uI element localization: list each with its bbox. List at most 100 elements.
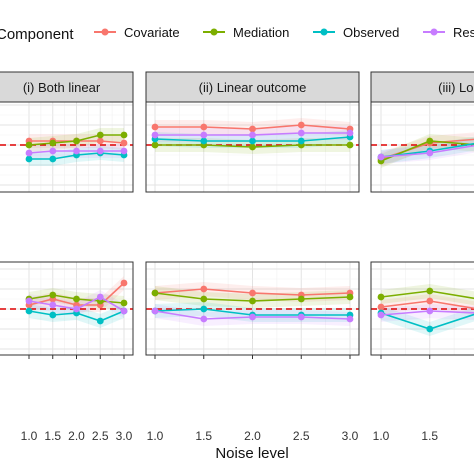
x-tick-labels: 1.0 1.5 2.0 2.5 3.0 1.0 1.5 2.0 2.5 3.0 1.0 1.5 <box>21 355 438 443</box>
x-tick-label: 1.0 <box>21 429 38 443</box>
data-point <box>200 305 208 313</box>
x-tick-label: 3.0 <box>116 429 133 443</box>
panel-border <box>0 101 134 193</box>
data-point <box>249 143 256 151</box>
data-point <box>73 137 80 145</box>
data-point <box>249 131 256 139</box>
x-tick-label: 2.5 <box>293 429 310 443</box>
legend-title: Component <box>0 26 74 43</box>
panel-grid <box>0 102 133 192</box>
data-point <box>377 303 385 311</box>
facet-panel <box>145 101 360 193</box>
data-point <box>49 147 57 155</box>
legend-label: Residual <box>453 25 474 40</box>
data-point <box>25 297 33 305</box>
data-point <box>200 131 208 139</box>
legend-key-point <box>430 28 438 36</box>
data-point <box>151 123 159 131</box>
data-point <box>151 289 159 297</box>
facet-strip-label: (i) Both linear <box>23 80 101 95</box>
series-residual <box>25 147 128 157</box>
data-point <box>426 307 434 315</box>
ribbon-observed <box>381 306 474 336</box>
data-point <box>346 129 354 137</box>
data-point <box>151 307 159 315</box>
facet-strip: (iii) Log-linear <box>370 71 474 103</box>
data-point <box>49 311 57 319</box>
data-point <box>377 153 385 161</box>
data-point <box>73 295 80 303</box>
data-point <box>49 155 57 163</box>
panel-border <box>0 261 134 356</box>
legend-label: Mediation <box>233 25 289 40</box>
facet-panel <box>370 261 474 356</box>
data-point <box>25 155 33 163</box>
series-mediation <box>25 131 128 149</box>
data-point <box>346 293 354 301</box>
facet-strip-background <box>370 71 474 103</box>
data-point <box>426 297 434 305</box>
facet-strip-label: (iii) Log-linear <box>438 80 474 95</box>
x-tick-label: 1.5 <box>44 429 61 443</box>
legend-entry-observed: Observed <box>313 25 399 40</box>
series-mediation <box>151 289 354 305</box>
series-covariate <box>377 297 474 311</box>
data-point <box>377 311 385 319</box>
data-point <box>200 295 208 303</box>
facet-strip: (i) Both linear <box>0 71 134 103</box>
data-point <box>96 317 104 325</box>
data-point <box>426 137 434 145</box>
data-point <box>25 141 33 149</box>
ribbon-mediation <box>381 284 474 306</box>
data-point <box>346 315 354 323</box>
legend-key-point <box>210 28 218 36</box>
data-point <box>200 315 208 323</box>
data-point <box>297 295 305 303</box>
panel-border <box>370 101 474 193</box>
legend: Component Covariate Mediation Observed Resi… <box>0 25 474 43</box>
x-tick-label: 2.0 <box>68 429 85 443</box>
data-point <box>151 141 159 149</box>
data-point <box>249 289 256 297</box>
facet-strip-background <box>0 71 134 103</box>
data-point <box>49 301 57 309</box>
data-point <box>249 137 256 145</box>
data-point <box>200 123 208 131</box>
x-tick-label: 1.0 <box>147 429 164 443</box>
facet-panels <box>0 101 474 356</box>
data-point <box>49 139 57 147</box>
data-point <box>25 149 33 157</box>
x-tick-label: 2.0 <box>244 429 261 443</box>
facet-strip-background <box>145 71 360 103</box>
ribbon-covariate <box>381 294 474 316</box>
data-point <box>49 291 57 299</box>
data-point <box>120 131 128 139</box>
series-residual <box>151 307 354 323</box>
data-point <box>120 147 128 155</box>
data-point <box>426 325 434 333</box>
data-point <box>120 307 128 315</box>
data-point <box>200 285 208 293</box>
data-point <box>96 147 104 155</box>
data-point <box>249 297 256 305</box>
data-point <box>346 141 354 149</box>
series-residual <box>377 144 474 161</box>
data-point <box>73 305 80 313</box>
facet-strips: (i) Both linear (ii) Linear outcome (iii) … <box>0 71 474 103</box>
legend-entry-covariate: Covariate <box>94 25 180 40</box>
ribbon-mediation <box>155 286 350 308</box>
data-point <box>73 147 80 155</box>
data-point <box>200 137 208 145</box>
series-residual <box>151 129 354 139</box>
x-axis-title: Noise level <box>215 445 288 462</box>
series-covariate <box>151 121 354 133</box>
legend-label: Covariate <box>124 25 180 40</box>
legend-entry-mediation: Mediation <box>203 25 289 40</box>
facet-strip: (ii) Linear outcome <box>145 71 360 103</box>
data-point <box>96 131 104 139</box>
data-point <box>249 313 256 321</box>
data-point <box>120 299 128 307</box>
x-tick-label: 1.5 <box>421 429 438 443</box>
panel-border <box>370 261 474 356</box>
